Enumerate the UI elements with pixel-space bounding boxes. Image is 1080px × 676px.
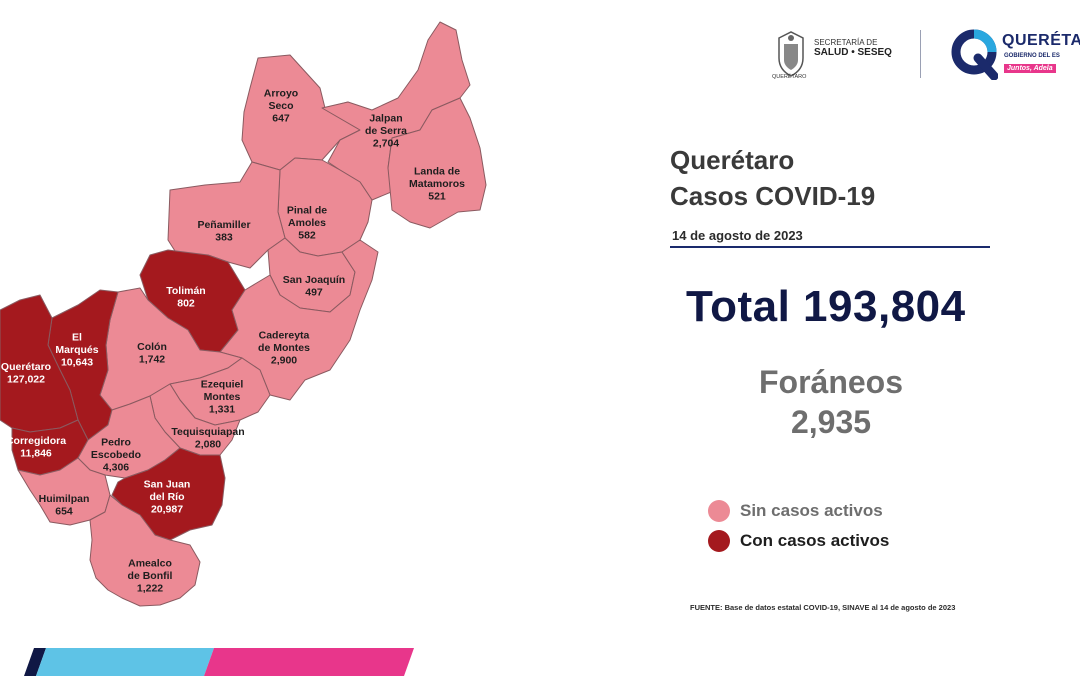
municipality-label-huimilpan: Huimilpan 654: [39, 493, 90, 518]
state-crest-icon: [778, 31, 804, 77]
municipality-label-corregidora: Corregidora 11,846: [6, 435, 66, 460]
legend-label-active: Con casos activos: [740, 531, 890, 550]
title-block: Querétaro Casos COVID-19: [670, 142, 875, 214]
municipality-label-landa-de-matamoros: Landa de Matamoros 521: [409, 166, 465, 203]
brand-tagline: Juntos, Adela: [1004, 64, 1056, 73]
municipality-label-penamiller: Peñamiller 383: [197, 219, 250, 244]
municipality-label-el-marques: El Marqués 10,643: [55, 332, 98, 369]
municipality-san-juan-del-rio: [111, 447, 226, 541]
date-underline: [670, 246, 990, 248]
logo-divider: [920, 30, 921, 78]
municipality-label-cadereyta-de-montes: Cadereyta de Montes 2,900: [258, 330, 310, 367]
brand-subtitle: GOBIERNO DEL ES: [1004, 53, 1060, 59]
foraneos-block: Foráneos 2,935: [700, 362, 962, 442]
source-note: FUENTE: Base de datos estatal COVID-19, …: [690, 603, 956, 612]
secretaria-line2: SALUD • SESEQ: [814, 47, 892, 58]
municipality-label-amealco-de-bonfil: Amealco de Bonfil 1,222: [128, 558, 173, 595]
title-subject: Casos COVID-19: [670, 181, 876, 211]
municipality-label-arroyo-seco: Arroyo Seco 647: [264, 88, 298, 125]
secretaria-line1: SECRETARÍA DE: [814, 38, 878, 47]
crest-caption: QUERÉTARO: [772, 74, 807, 80]
legend-item-active: Con casos activos: [708, 526, 889, 556]
municipality-label-queretaro: Querétaro 127,022: [1, 361, 51, 386]
municipality-label-toliman: Tolimán 802: [166, 285, 205, 310]
municipality-arroyo-seco: [241, 54, 361, 171]
municipality-amealco-de-bonfil: [89, 494, 201, 607]
brand-name: QUERÉTA: [1002, 32, 1080, 49]
municipality-label-jalpan-de-serra: Jalpan de Serra 2,704: [365, 113, 407, 150]
map-legend: Sin casos activos Con casos activos: [708, 496, 889, 556]
report-date: 14 de agosto de 2023: [672, 228, 803, 243]
total-cases: Total 193,804: [686, 282, 966, 331]
municipality-label-colon: Colón 1,742: [137, 341, 167, 366]
municipality-label-san-juan-del-rio: San Juan del Río 20,987: [144, 479, 191, 516]
legend-item-no-active: Sin casos activos: [708, 496, 889, 526]
secretaria-logo-text: SECRETARÍA DE SALUD • SESEQ: [814, 38, 892, 58]
title-state: Querétaro: [670, 145, 795, 175]
foraneos-value: 2,935: [790, 404, 872, 440]
municipality-label-san-joaquin: San Joaquín 497: [283, 274, 345, 299]
foraneos-label: Foráneos: [758, 364, 904, 400]
municipality-landa-de-matamoros: [387, 97, 487, 229]
queretaro-q-logo-icon: [951, 29, 998, 80]
decorative-color-bar: [24, 648, 414, 676]
header-logos: QUERÉTARO SECRETARÍA DE SALUD • SESEQ QU…: [770, 26, 1080, 84]
legend-swatch-active: [708, 530, 730, 552]
municipality-label-tequisquiapan: Tequisquiapan 2,080: [171, 426, 244, 451]
legend-label-no-active: Sin casos activos: [740, 501, 883, 520]
legend-swatch-no-active: [708, 500, 730, 522]
municipality-pedro-escobedo: [77, 395, 181, 479]
municipality-label-pedro-escobedo: Pedro Escobedo 4,306: [91, 437, 141, 474]
municipality-label-ezequiel-montes: Ezequiel Montes 1,331: [201, 379, 244, 416]
municipality-label-pinal-de-amoles: Pinal de Amoles 582: [287, 205, 327, 242]
